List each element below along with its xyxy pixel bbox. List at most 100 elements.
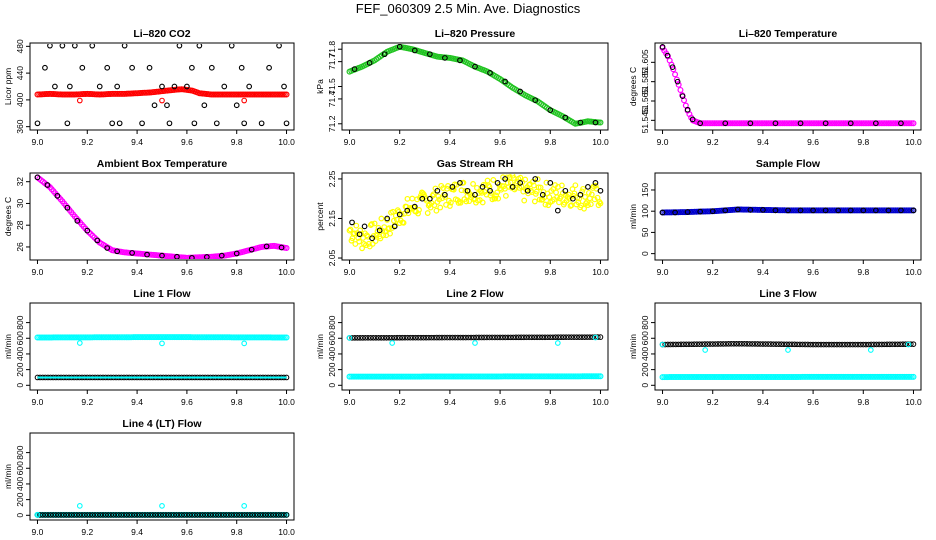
data-point [281,512,287,518]
data-point [812,341,819,348]
data-point [898,207,904,214]
data-point [587,201,594,208]
data-point [58,512,64,518]
data-point [815,341,822,348]
data-point [797,207,804,214]
data-point [712,341,719,347]
data-point [822,207,829,214]
data-point [752,341,758,347]
data-point [578,202,585,209]
data-layer [346,174,604,252]
data-layer [34,334,290,381]
data-point [839,341,845,348]
data-layer [346,334,604,380]
data-point [472,63,478,70]
x-tick-label: 9.2 [394,267,406,277]
data-point [672,341,679,348]
data-point [546,194,553,200]
data-point [186,512,193,518]
data-point [352,241,359,247]
data-point [262,512,269,518]
data-point [881,341,888,348]
y-axis-label: ml/min [3,464,13,489]
data-point [386,225,393,232]
data-point [159,503,165,509]
data-point [52,83,58,90]
data-point [84,512,91,518]
data-point [426,51,433,58]
data-point [867,347,874,353]
y-tick-label: 51.585 [640,68,650,94]
data-point [418,334,424,341]
x-tick-label: 9.0 [32,527,44,537]
data-point [487,187,493,194]
y-tick-label: 2.25 [327,170,337,187]
data-point [889,341,896,348]
x-tick-label: 9.2 [394,397,406,407]
data-point [139,512,146,518]
data-point [47,512,54,518]
y-tick-label: 2.05 [327,249,337,266]
data-point [447,199,454,206]
data-point [71,512,77,518]
data-point [672,71,679,78]
x-tick-label: 9.4 [757,397,769,407]
data-point [595,334,601,340]
data-point [523,334,530,341]
data-point [367,335,374,341]
data-point [387,230,393,237]
data-point [731,340,737,347]
data-point [831,341,838,348]
data-point [781,341,787,348]
data-point [121,512,127,518]
data-point [94,512,101,518]
data-point [270,512,277,518]
data-point [734,206,741,213]
data-point [502,78,508,85]
data-point [820,341,827,348]
data-point [159,83,165,90]
data-point [254,512,261,518]
data-point [359,335,366,341]
data-point [275,512,282,518]
data-point [585,202,591,208]
data-point [425,334,432,341]
data-point [405,210,412,217]
data-point [164,102,170,109]
data-point [675,341,682,348]
data-point [37,512,43,518]
data-point [278,512,285,518]
y-tick-label: 51.605 [640,49,650,75]
data-point [910,373,917,380]
data-layer [659,340,917,381]
data-point [450,186,457,193]
data-point [747,120,754,127]
data-point [733,340,740,347]
data-point [910,207,917,214]
data-point [189,254,195,259]
data-point [494,189,501,196]
data-point [349,219,355,226]
data-point [176,512,182,518]
data-point [897,341,904,348]
data-point [797,341,803,348]
data-point [675,81,682,88]
x-tick-label: 10.0 [905,267,922,277]
data-point [537,184,544,191]
data-point [509,183,516,190]
data-point [597,187,604,194]
data-point [476,334,482,341]
data-point [244,512,251,518]
data-point [74,218,81,224]
data-point [426,195,433,202]
data-point [863,341,869,348]
data-point [356,238,363,245]
data-point [834,341,840,348]
data-point [694,341,700,347]
y-tick-label: 150 [640,183,650,197]
data-point [201,102,208,109]
x-tick-label: 10.0 [905,397,922,407]
data-point [555,334,562,341]
